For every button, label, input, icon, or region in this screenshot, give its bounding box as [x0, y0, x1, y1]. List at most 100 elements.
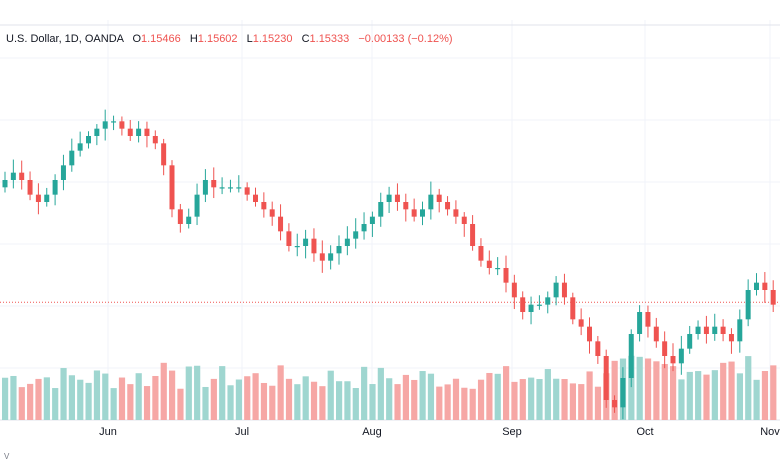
- candle-body: [386, 194, 392, 202]
- open-label: O: [132, 33, 141, 45]
- candle-body: [10, 172, 16, 180]
- candle-body: [336, 246, 342, 254]
- candle-body: [127, 128, 133, 136]
- x-axis-label: Jul: [235, 426, 249, 438]
- volume-bar: [703, 374, 710, 420]
- volume-bar: [452, 378, 460, 420]
- candle-body: [394, 194, 400, 202]
- candle-body: [561, 282, 567, 298]
- candle-body: [169, 165, 175, 210]
- candle-body: [520, 297, 526, 312]
- volume-bar: [477, 379, 485, 420]
- volume-bar: [444, 384, 451, 420]
- candle-body: [186, 216, 192, 224]
- candle-body: [202, 180, 208, 195]
- candle-body: [102, 121, 108, 129]
- candle-body: [754, 282, 759, 290]
- volume-bar: [277, 365, 284, 420]
- candle-body: [587, 326, 592, 342]
- candle-body: [35, 194, 41, 202]
- volume-bar: [427, 373, 435, 420]
- x-axis-label: Sep: [502, 426, 522, 438]
- candle-body: [111, 121, 117, 123]
- volume-bar: [394, 384, 401, 420]
- candle-body: [770, 290, 776, 305]
- volume-bar: [43, 377, 50, 420]
- candle-body: [503, 268, 509, 283]
- volume-bar: [27, 383, 34, 420]
- candle-body: [603, 356, 609, 400]
- volume-bar: [761, 371, 769, 420]
- candle-body: [737, 319, 743, 342]
- volume-bar: [310, 381, 318, 420]
- symbol-name[interactable]: U.S. Dollar, 1D, OANDA: [6, 33, 124, 45]
- candle-body: [470, 224, 476, 246]
- candle-body: [595, 341, 601, 356]
- volume-bar: [18, 387, 25, 420]
- candle-body: [486, 260, 492, 268]
- candle-body: [86, 136, 91, 144]
- volume-bar: [386, 378, 393, 420]
- candle-body: [27, 180, 33, 195]
- volume-bar: [352, 388, 359, 420]
- x-axis-label: Aug: [362, 426, 382, 438]
- volume-bar: [377, 367, 384, 420]
- candle-body: [344, 238, 350, 246]
- volume-bar: [202, 386, 209, 420]
- candle-body: [19, 172, 25, 180]
- volume-bar: [644, 358, 652, 420]
- volume-bar: [35, 378, 42, 420]
- volume-bar: [661, 363, 668, 420]
- volume-bar: [686, 371, 693, 420]
- volume-bar: [85, 382, 92, 420]
- volume-bar: [227, 385, 234, 420]
- volume-bar: [93, 370, 101, 420]
- candle-body: [211, 180, 217, 188]
- open-value: 1.15466: [141, 33, 181, 45]
- candle-body: [428, 194, 434, 210]
- candle-body: [511, 282, 517, 298]
- volume-bar: [411, 379, 418, 420]
- volume-bar: [670, 366, 677, 420]
- volume-bar: [695, 371, 702, 420]
- candle-body: [536, 304, 542, 306]
- volume-bar: [486, 372, 493, 420]
- candle-body: [69, 150, 75, 166]
- volume-bar: [402, 374, 409, 420]
- candle-body: [695, 326, 701, 334]
- candle-body: [244, 187, 250, 195]
- volume-bar: [127, 384, 134, 420]
- volume-bar: [611, 360, 618, 420]
- volume-bar: [302, 376, 309, 420]
- volume-bar: [102, 373, 109, 420]
- volume-bar: [728, 361, 735, 420]
- volume-bar: [419, 371, 426, 420]
- volume-bar: [770, 365, 777, 420]
- volume-bar: [336, 381, 343, 420]
- volume-bar: [494, 373, 501, 420]
- candle-body: [528, 304, 534, 312]
- volume-bar: [561, 379, 568, 420]
- volume-bar: [194, 365, 201, 420]
- candle-body: [436, 194, 442, 202]
- volume-bar: [544, 369, 551, 420]
- candle-body: [678, 348, 684, 364]
- volume-bar: [52, 388, 59, 420]
- volume-bar: [60, 368, 67, 420]
- volume-bar: [636, 356, 643, 420]
- x-axis-label: Nov: [760, 426, 780, 438]
- volume-bar: [68, 375, 75, 420]
- volume-bar: [110, 388, 117, 420]
- candle-body: [645, 312, 651, 327]
- candle-body: [269, 209, 275, 217]
- candle-body: [194, 194, 200, 217]
- candle-body: [612, 400, 618, 408]
- candle-body: [60, 165, 66, 180]
- candle-body: [545, 297, 551, 305]
- x-axis-label: Jun: [99, 426, 117, 438]
- volume-bar: [594, 386, 602, 420]
- candle-body: [687, 334, 693, 349]
- volume-bar: [135, 373, 142, 420]
